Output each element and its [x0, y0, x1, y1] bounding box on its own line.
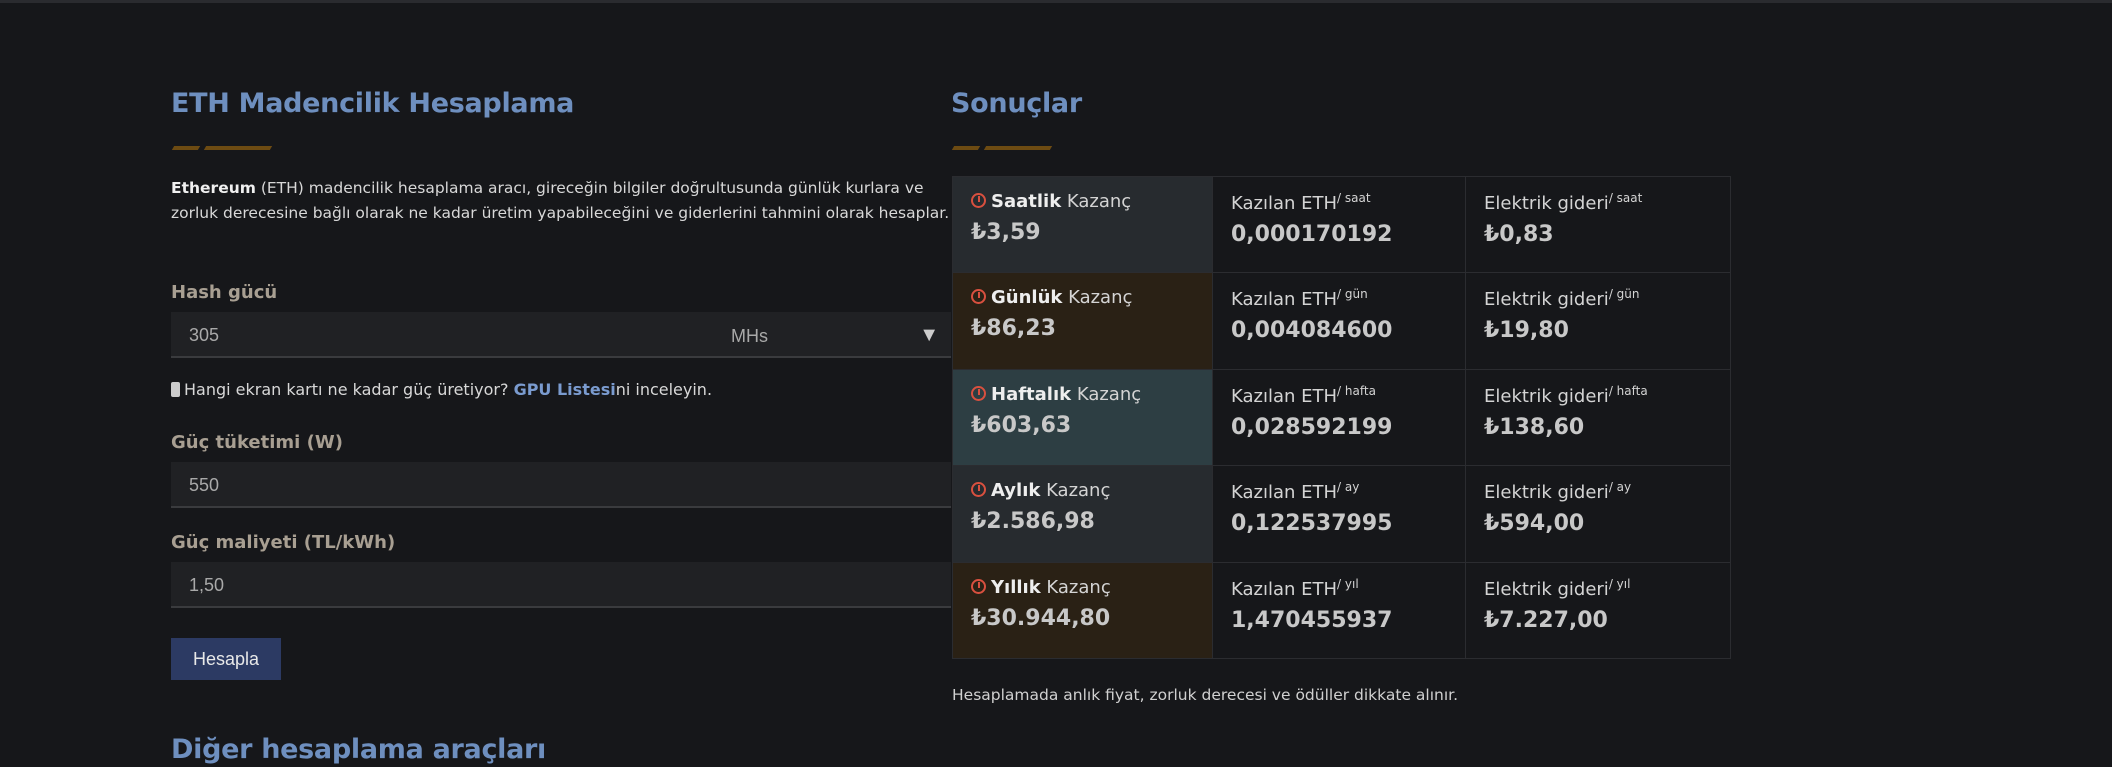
electricity-value: ₺7.227,00 — [1484, 607, 1608, 633]
result-row: Haftalık Kazanç ₺603,63 Kazılan ETH/ haf… — [952, 368, 1731, 467]
electricity-label: Elektrik gideri — [1484, 578, 1609, 600]
earning-value: ₺30.944,80 — [971, 605, 1111, 631]
period-unit: / gün — [1608, 287, 1640, 302]
results-table: Saatlik Kazanç ₺3,59 Kazılan ETH/ saat 0… — [952, 175, 1731, 659]
electricity-cell: Elektrik gideri/ yıl ₺7.227,00 — [1465, 561, 1731, 659]
eth-cell: Kazılan ETH/ yıl 1,470455937 — [1212, 561, 1466, 659]
period-unit: / hafta — [1608, 383, 1648, 398]
results-note: Hesaplamada anlık fiyat, zorluk derecesi… — [952, 686, 1459, 704]
clock-icon — [971, 289, 986, 305]
earning-cell: Haftalık Kazanç ₺603,63 — [952, 368, 1213, 467]
period-unit: / hafta — [1337, 383, 1376, 398]
period-label: Saatlik — [991, 191, 1062, 212]
period-unit: / ay — [1337, 480, 1360, 495]
eth-label: Kazılan ETH — [1231, 482, 1338, 504]
eth-cell: Kazılan ETH/ hafta 0,028592199 — [1212, 368, 1466, 467]
eth-label: Kazılan ETH — [1231, 385, 1338, 407]
electricity-cell: Elektrik gideri/ hafta ₺138,60 — [1465, 368, 1731, 467]
period-unit: / yıl — [1608, 576, 1631, 591]
electricity-cell: Elektrik gideri/ saat ₺0,83 — [1465, 175, 1731, 274]
eth-cell: Kazılan ETH/ gün 0,004084600 — [1212, 272, 1466, 370]
electricity-label: Elektrik gideri — [1484, 289, 1609, 311]
earning-cell: Yıllık Kazanç ₺30.944,80 — [952, 561, 1213, 659]
period-unit: / yıl — [1337, 576, 1359, 591]
cost-input[interactable]: 1,50 — [171, 562, 951, 608]
electricity-value: ₺0,83 — [1484, 222, 1554, 247]
earning-cell: Günlük Kazanç ₺86,23 — [952, 272, 1213, 370]
result-row: Günlük Kazanç ₺86,23 Kazılan ETH/ gün 0,… — [952, 272, 1731, 370]
eth-value: 0,028592199 — [1231, 414, 1393, 440]
hash-input[interactable]: 305 MHs ▼ — [171, 312, 951, 358]
electricity-label: Elektrik gideri — [1484, 385, 1609, 407]
gpu-card-icon — [171, 382, 180, 397]
electricity-cell: Elektrik gideri/ gün ₺19,80 — [1465, 272, 1731, 370]
result-row: Yıllık Kazanç ₺30.944,80 Kazılan ETH/ yı… — [952, 561, 1731, 659]
calculator-description: Ethereum (ETH) madencilik hesaplama arac… — [171, 179, 950, 222]
earning-value: ₺3,59 — [971, 220, 1041, 245]
period-unit: / ay — [1608, 480, 1632, 495]
clock-icon — [971, 385, 986, 401]
hash-unit-select[interactable]: MHs — [731, 326, 768, 346]
eth-value: 0,122537995 — [1231, 511, 1393, 537]
clock-icon — [971, 193, 986, 208]
earning-cell: Aylık Kazanç ₺2.586,98 — [952, 465, 1213, 563]
result-row: Aylık Kazanç ₺2.586,98 Kazılan ETH/ ay 0… — [952, 465, 1731, 563]
period-label: Haftalık — [991, 383, 1072, 405]
period-unit: / saat — [1608, 191, 1643, 205]
title-accent — [171, 146, 281, 150]
calculator-title: ETH Madencilik Hesaplama — [171, 88, 575, 119]
earning-value: ₺86,23 — [971, 316, 1056, 342]
period-label: Yıllık — [991, 576, 1041, 598]
result-row: Saatlik Kazanç ₺3,59 Kazılan ETH/ saat 0… — [952, 175, 1731, 274]
earning-label: Kazanç — [1071, 383, 1142, 405]
power-input[interactable]: 550 — [171, 462, 951, 508]
electricity-value: ₺19,80 — [1484, 318, 1569, 344]
electricity-cell: Elektrik gideri/ ay ₺594,00 — [1465, 465, 1731, 563]
earning-label: Kazanç — [1061, 191, 1132, 212]
clock-icon — [971, 482, 986, 498]
eth-value: 0,000170192 — [1231, 222, 1393, 247]
eth-label: Kazılan ETH — [1231, 289, 1338, 311]
top-bar — [0, 0, 2112, 3]
gpu-note: Hangi ekran kartı ne kadar güç üretiyor?… — [171, 380, 712, 399]
eth-value: 1,470455937 — [1231, 607, 1393, 633]
eth-label: Kazılan ETH — [1231, 578, 1338, 600]
earning-label: Kazanç — [1040, 480, 1111, 502]
earning-label: Kazanç — [1040, 576, 1111, 598]
results-accent — [951, 146, 1061, 150]
eth-cell: Kazılan ETH/ ay 0,122537995 — [1212, 465, 1466, 563]
earning-label: Kazanç — [1062, 287, 1133, 309]
cost-label: Güç maliyeti (TL/kWh) — [171, 532, 396, 553]
other-tools-title: Diğer hesaplama araçları — [171, 734, 547, 765]
earning-value: ₺2.586,98 — [971, 509, 1095, 535]
electricity-value: ₺594,00 — [1484, 511, 1585, 537]
electricity-label: Elektrik gideri — [1484, 482, 1609, 504]
calculate-button[interactable]: Hesapla — [171, 638, 281, 680]
earning-cell: Saatlik Kazanç ₺3,59 — [952, 175, 1213, 274]
eth-value: 0,004084600 — [1231, 318, 1393, 344]
clock-icon — [971, 578, 986, 594]
gpu-list-link[interactable]: GPU Listesi — [513, 380, 616, 399]
electricity-label: Elektrik gideri — [1484, 193, 1609, 214]
electricity-value: ₺138,60 — [1484, 414, 1585, 440]
eth-label: Kazılan ETH — [1231, 193, 1338, 214]
hash-label: Hash gücü — [171, 282, 278, 303]
dropdown-triangle-icon[interactable]: ▼ — [919, 324, 939, 346]
power-label: Güç tüketimi (W) — [171, 432, 343, 453]
period-label: Aylık — [991, 480, 1041, 502]
results-title: Sonuçlar — [951, 88, 1082, 119]
eth-cell: Kazılan ETH/ saat 0,000170192 — [1212, 175, 1466, 274]
earning-value: ₺603,63 — [971, 412, 1072, 438]
period-unit: / saat — [1337, 191, 1371, 205]
period-label: Günlük — [991, 287, 1063, 309]
period-unit: / gün — [1337, 287, 1368, 302]
